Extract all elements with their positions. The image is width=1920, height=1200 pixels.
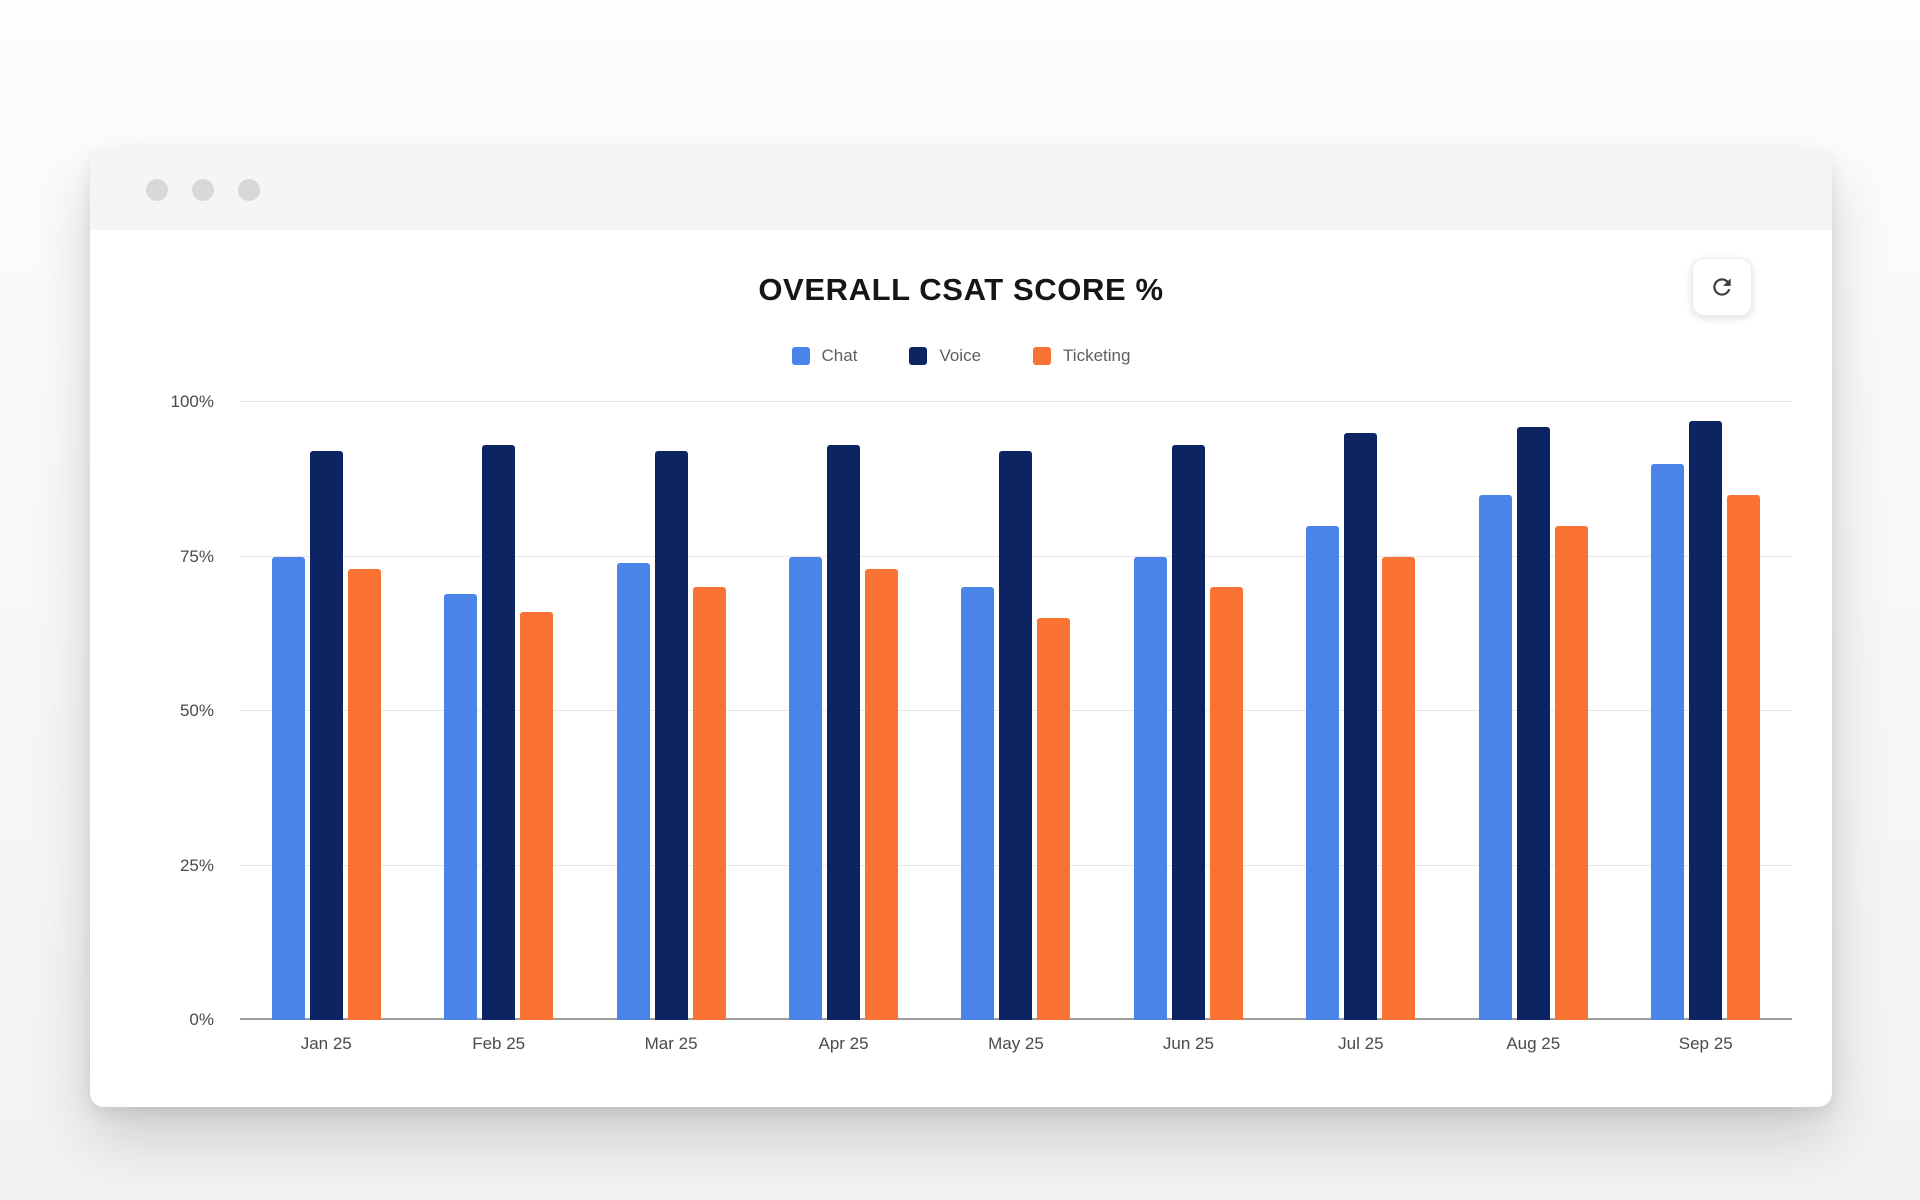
window-control-dot[interactable]: [238, 179, 260, 201]
bar-chat-may-25[interactable]: [961, 587, 995, 1020]
bar-groups: [240, 402, 1792, 1020]
bar-group-jan-25: [240, 402, 412, 1020]
bar-ticketing-jan-25[interactable]: [347, 568, 381, 1020]
x-tick-label: Feb 25: [472, 1034, 526, 1053]
legend-item-ticketing[interactable]: Ticketing: [1033, 346, 1130, 366]
app-window: OVERALL CSAT SCORE % Chat Voice Ticketing …: [90, 150, 1832, 1107]
bar-chat-aug-25[interactable]: [1478, 494, 1512, 1020]
bar-voice-apr-25[interactable]: [827, 445, 861, 1020]
legend-label: Voice: [939, 346, 982, 365]
bar-ticketing-may-25[interactable]: [1037, 618, 1071, 1020]
bar-voice-feb-25[interactable]: [482, 445, 516, 1020]
legend-label: Ticketing: [1063, 346, 1131, 365]
refresh-icon: [1713, 278, 1731, 296]
bar-ticketing-jun-25[interactable]: [1209, 587, 1243, 1020]
bar-ticketing-jul-25[interactable]: [1382, 556, 1416, 1020]
refresh-button[interactable]: [1692, 258, 1752, 316]
y-tick-label: 25%: [179, 855, 214, 875]
bar-chat-apr-25[interactable]: [789, 556, 823, 1020]
bar-voice-jan-25[interactable]: [309, 451, 343, 1020]
window-control-dot[interactable]: [192, 179, 214, 201]
legend-item-voice[interactable]: Voice: [909, 346, 981, 366]
y-tick-label: 75%: [179, 546, 214, 566]
gridline-100: [240, 401, 1792, 402]
x-tick-label: Aug 25: [1506, 1034, 1561, 1053]
bar-voice-jul-25[interactable]: [1344, 432, 1378, 1020]
bar-voice-may-25[interactable]: [999, 451, 1033, 1020]
x-tick-label: Jul 25: [1338, 1034, 1384, 1053]
x-tick-label: May 25: [988, 1034, 1044, 1053]
x-axis-labels: Jan 25 Feb 25 Mar 25 Apr 25 May 25 Jun 25 Jul …: [240, 1034, 1792, 1054]
bar-voice-aug-25[interactable]: [1516, 426, 1550, 1020]
bar-group-aug-25: [1447, 402, 1619, 1020]
plot-area: 0% 25% 50% 75% 100%: [171, 392, 1792, 1029]
legend-swatch-chat: [791, 347, 810, 365]
bar-chat-jan-25[interactable]: [271, 556, 305, 1020]
x-tick-label: Apr 25: [818, 1034, 869, 1053]
bar-voice-jun-25[interactable]: [1171, 445, 1205, 1020]
chart-title: OVERALL CSAT SCORE %: [758, 272, 1164, 307]
legend-item-chat[interactable]: Chat: [791, 346, 858, 366]
legend-label: Chat: [821, 346, 858, 365]
bar-group-may-25: [930, 402, 1102, 1020]
window-titlebar: [90, 150, 1832, 230]
bar-group-mar-25: [585, 402, 757, 1020]
bar-group-jun-25: [1102, 402, 1274, 1020]
legend-swatch-voice: [909, 347, 928, 365]
bar-group-apr-25: [757, 402, 929, 1020]
x-tick-label: Mar 25: [644, 1034, 698, 1053]
bar-chat-sep-25[interactable]: [1651, 463, 1685, 1020]
bar-chat-jul-25[interactable]: [1306, 525, 1340, 1020]
bar-group-jul-25: [1275, 402, 1447, 1020]
bar-ticketing-mar-25[interactable]: [692, 587, 726, 1020]
y-tick-label: 50%: [179, 701, 214, 720]
bar-ticketing-feb-25[interactable]: [520, 612, 554, 1020]
x-tick-label: Jan 25: [300, 1034, 352, 1053]
chart-legend: Chat Voice Ticketing: [90, 346, 1832, 366]
bar-ticketing-aug-25[interactable]: [1554, 525, 1588, 1020]
bar-ticketing-apr-25[interactable]: [865, 568, 899, 1020]
window-control-dot[interactable]: [146, 179, 168, 201]
bar-ticketing-sep-25[interactable]: [1727, 494, 1761, 1020]
y-tick-label: 100%: [170, 392, 214, 411]
bar-group-sep-25: [1620, 402, 1792, 1020]
bar-voice-sep-25[interactable]: [1689, 420, 1723, 1020]
x-tick-label: Sep 25: [1678, 1034, 1733, 1053]
bar-group-feb-25: [412, 402, 584, 1020]
window-content: OVERALL CSAT SCORE % Chat Voice Ticketing …: [90, 230, 1832, 1107]
bar-voice-mar-25[interactable]: [654, 451, 688, 1020]
legend-swatch-ticketing: [1033, 347, 1052, 365]
bar-chat-mar-25[interactable]: [616, 562, 650, 1020]
y-tick-label: 0%: [189, 1010, 214, 1029]
bar-chat-jun-25[interactable]: [1133, 556, 1167, 1020]
bar-chat-feb-25[interactable]: [444, 593, 478, 1020]
x-tick-label: Jun 25: [1162, 1034, 1214, 1053]
